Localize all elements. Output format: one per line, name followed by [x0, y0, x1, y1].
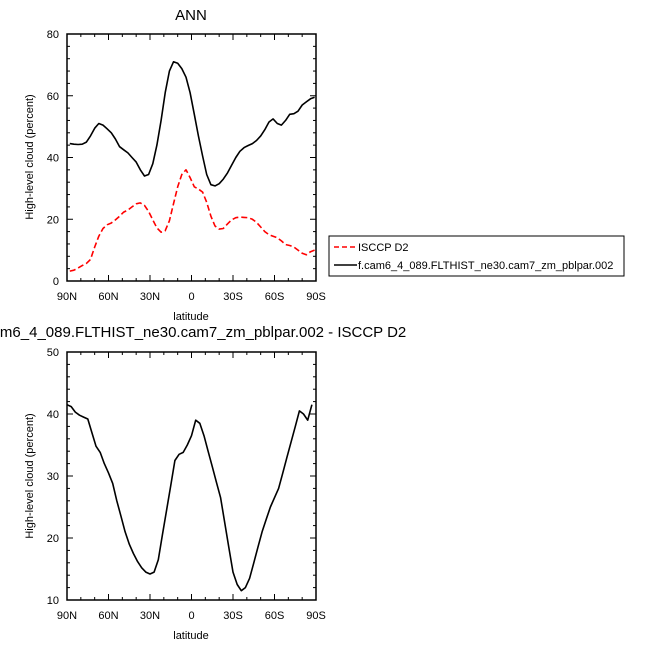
top-y-tick-label: 20	[47, 214, 59, 226]
bottom-y-tick-label: 40	[47, 409, 59, 421]
bottom-x-tick-label: 90S	[306, 610, 326, 622]
bottom-chart: f.cam6_4_089.FLTHIST_ne30.cam7_zm_pblpar…	[0, 324, 406, 642]
top-x-tick-label: 90N	[57, 291, 77, 303]
bottom-x-tick-label: 30S	[223, 610, 243, 622]
bottom-y-tick-label: 50	[47, 347, 59, 359]
top-plot-area	[69, 60, 315, 272]
legend-box	[328, 235, 625, 277]
bottom-x-tick-label: 0	[188, 610, 194, 622]
bottom-plot-area	[66, 403, 313, 592]
bottom-y-axis-label: High-level cloud (percent)	[24, 413, 36, 538]
legend-label-series-2: f.cam6_4_089.FLTHIST_ne30.cam7_zm_pblpar…	[358, 260, 613, 272]
top-x-tick-label: 60S	[265, 291, 285, 303]
top-y-tick-label: 80	[47, 29, 59, 41]
bottom-series-line-1	[66, 403, 313, 592]
bottom-axis-ticks: 90N 60N 30N 0 30S 60S 90S 10 20 30 40 50	[47, 347, 326, 622]
bottom-y-tick-label: 20	[47, 533, 59, 545]
top-series-line-2	[69, 60, 315, 187]
legend-label-series-1: ISCCP D2	[358, 242, 409, 254]
bottom-x-tick-label: 60N	[98, 610, 118, 622]
bottom-x-axis-label: latitude	[173, 630, 208, 642]
top-plot-frame	[66, 33, 317, 282]
top-x-tick-label: 60N	[98, 291, 118, 303]
top-y-axis-label: High-level cloud (percent)	[24, 94, 36, 219]
top-y-tick-label: 60	[47, 91, 59, 103]
top-chart-title: ANN	[175, 7, 207, 24]
top-y-tick-label: 40	[47, 153, 59, 165]
bottom-plot-frame	[66, 351, 317, 601]
bottom-x-tick-label: 30N	[140, 610, 160, 622]
top-x-tick-label: 90S	[306, 291, 326, 303]
top-x-tick-label: 30N	[140, 291, 160, 303]
top-x-axis-label: latitude	[173, 311, 208, 323]
top-axis-ticks: 90N 60N 30N 0 30S 60S 90S 0 20 40 60 80	[47, 29, 326, 303]
bottom-chart-title: f.cam6_4_089.FLTHIST_ne30.cam7_zm_pblpar…	[0, 324, 406, 341]
bottom-x-tick-label: 90N	[57, 610, 77, 622]
top-y-tick-label: 0	[53, 276, 59, 288]
bottom-y-tick-label: 10	[47, 595, 59, 607]
top-series-line-1	[69, 169, 315, 272]
top-x-tick-label: 0	[188, 291, 194, 303]
bottom-y-tick-label: 30	[47, 471, 59, 483]
top-x-tick-label: 30S	[223, 291, 243, 303]
bottom-x-tick-label: 60S	[265, 610, 285, 622]
legend: ISCCP D2 f.cam6_4_089.FLTHIST_ne30.cam7_…	[328, 235, 625, 277]
top-chart: ANN 90N 60N 30N 0 30S 60S 90S 0 20 40 60 80 latitud…	[24, 7, 326, 323]
